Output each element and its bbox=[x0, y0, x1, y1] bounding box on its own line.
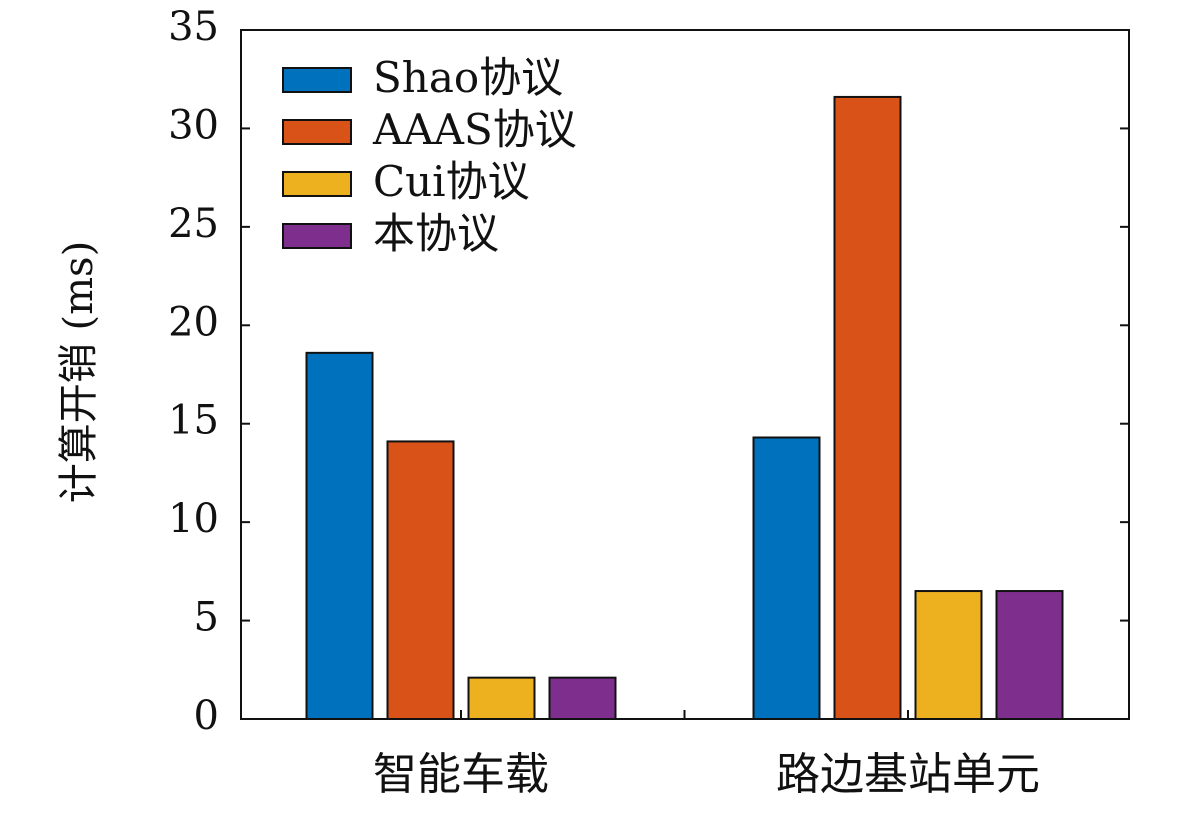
bar bbox=[995, 590, 1064, 720]
legend-label: AAAS协议 bbox=[372, 105, 577, 154]
y-tick-label: 5 bbox=[194, 595, 219, 641]
legend-label: 本协议 bbox=[373, 209, 499, 258]
legend-label: Cui协议 bbox=[373, 157, 530, 206]
legend-swatch bbox=[282, 223, 352, 249]
bar bbox=[386, 440, 455, 720]
bars-layer bbox=[305, 95, 1064, 720]
bar bbox=[467, 676, 536, 720]
y-tick-label: 30 bbox=[168, 102, 219, 148]
y-tick-label: 0 bbox=[194, 693, 219, 739]
x-tick-label: 智能车载 bbox=[373, 749, 549, 800]
x-tick-label: 路边基站单元 bbox=[776, 749, 1040, 800]
bar bbox=[914, 590, 983, 720]
legend-swatch bbox=[282, 67, 352, 93]
bar bbox=[548, 676, 617, 720]
axes-layer: 0 5 10 15 20 25 30 35 智能车载 路边基站单元 bbox=[168, 4, 1130, 800]
y-axis-title: 计算开销 (ms) bbox=[56, 241, 102, 503]
legend-label: Shao协议 bbox=[373, 53, 563, 102]
bar bbox=[752, 436, 821, 720]
legend-swatch bbox=[282, 171, 352, 197]
bar bbox=[305, 351, 374, 720]
y-tick-label: 15 bbox=[168, 398, 219, 444]
bar bbox=[833, 95, 902, 720]
y-tick-label: 25 bbox=[168, 201, 219, 247]
y-tick-label: 35 bbox=[168, 4, 219, 50]
legend-swatch bbox=[282, 119, 352, 145]
y-tick-label: 10 bbox=[168, 496, 219, 542]
y-tick-label: 20 bbox=[168, 299, 219, 345]
